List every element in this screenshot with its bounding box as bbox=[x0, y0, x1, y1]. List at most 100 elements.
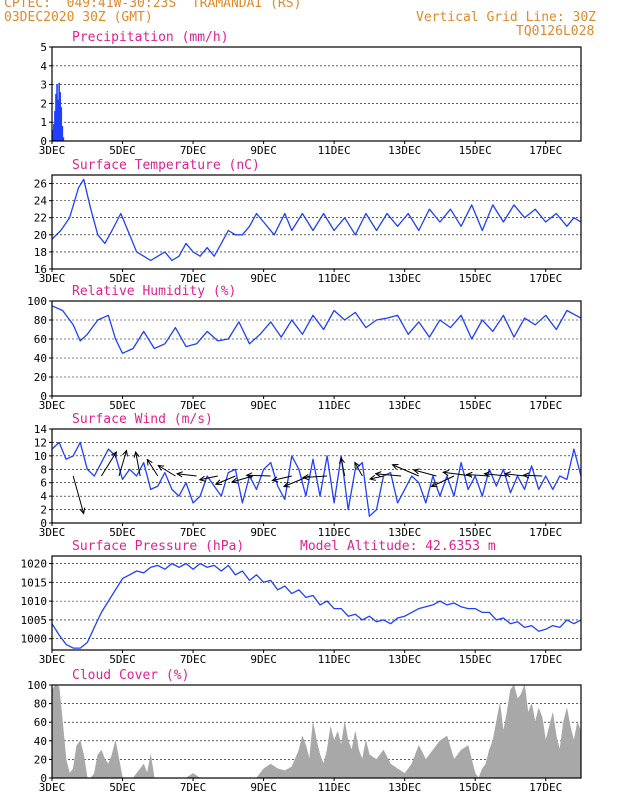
x-tick-label: 15DEC bbox=[459, 144, 492, 157]
y-tick-label: 0 bbox=[40, 772, 47, 785]
y-tick-label: 20 bbox=[34, 229, 47, 242]
temp-title: Surface Temperature (nC) bbox=[72, 158, 260, 173]
wind-panel bbox=[49, 428, 582, 526]
wind-arrow-head bbox=[79, 507, 86, 515]
precip-bar bbox=[62, 137, 65, 141]
wind-title: Surface Wind (m/s) bbox=[72, 412, 213, 427]
cloud-title: Cloud Cover (%) bbox=[72, 668, 189, 683]
wind-arrow-shaft bbox=[443, 471, 472, 477]
wind-arrow-head bbox=[339, 456, 346, 464]
wind-arrow-shaft bbox=[375, 473, 402, 477]
wind-arrow bbox=[214, 475, 236, 486]
y-tick-label: 40 bbox=[34, 735, 47, 748]
wind-arrow-shaft bbox=[100, 451, 117, 477]
x-tick-label: 11DEC bbox=[318, 653, 351, 666]
wind-line bbox=[51, 441, 582, 517]
run-date-header: 03DEC2020 30Z (GMT) bbox=[4, 10, 153, 25]
wind-arrow-head bbox=[430, 481, 438, 488]
wind-arrow-shaft bbox=[466, 474, 490, 477]
wind-arrow-shaft bbox=[392, 464, 419, 477]
wind-arrow bbox=[301, 474, 328, 481]
temp-panel bbox=[49, 174, 582, 272]
wind-arrow-head bbox=[503, 471, 511, 478]
pressure-annotation: Model Altitude: 42.6353 m bbox=[300, 539, 496, 554]
wind-arrow-shaft bbox=[199, 475, 218, 481]
precip-bar bbox=[57, 99, 59, 141]
location-header: CPTEC: 049:41W-30:23S TRAMANDAI (RS) bbox=[4, 0, 302, 11]
wind-arrow bbox=[465, 471, 490, 478]
x-tick-label: 9DEC bbox=[250, 526, 277, 539]
wind-arrow bbox=[146, 458, 159, 477]
x-tick-label: 15DEC bbox=[459, 781, 492, 794]
wind-arrow bbox=[133, 450, 141, 477]
x-tick-label: 9DEC bbox=[250, 144, 277, 157]
cloud-panel bbox=[49, 684, 582, 781]
y-tick-label: 0 bbox=[40, 517, 47, 530]
x-tick-label: 3DEC bbox=[39, 144, 66, 157]
x-tick-label: 11DEC bbox=[318, 399, 351, 412]
precip-bar bbox=[59, 92, 62, 141]
wind-arrow-shaft bbox=[135, 451, 141, 477]
x-tick-label: 15DEC bbox=[459, 653, 492, 666]
y-tick-label: 1010 bbox=[21, 595, 48, 608]
y-tick-label: 24 bbox=[34, 195, 48, 208]
precip-bar bbox=[55, 94, 57, 141]
wind-arrow bbox=[412, 468, 437, 477]
wind-arrow-head bbox=[282, 481, 290, 488]
x-tick-label: 17DEC bbox=[529, 399, 562, 412]
wind-arrow-head bbox=[146, 458, 153, 466]
wind-arrow bbox=[175, 471, 197, 478]
y-tick-label: 0 bbox=[40, 390, 47, 403]
x-tick-label: 7DEC bbox=[180, 399, 207, 412]
y-tick-label: 10 bbox=[34, 450, 47, 463]
temp-frame bbox=[51, 174, 582, 270]
rh-title: Relative Humidity (%) bbox=[72, 284, 236, 299]
y-tick-label: 1 bbox=[40, 116, 47, 129]
wind-arrow-head bbox=[122, 449, 128, 457]
x-tick-label: 13DEC bbox=[388, 144, 421, 157]
x-tick-label: 3DEC bbox=[39, 399, 66, 412]
wind-frame bbox=[51, 428, 582, 524]
wind-arrow-shaft bbox=[272, 475, 292, 481]
wind-arrow bbox=[522, 472, 543, 479]
precip-bar bbox=[56, 84, 58, 141]
y-tick-label: 5 bbox=[40, 41, 47, 54]
x-tick-label: 3DEC bbox=[39, 653, 66, 666]
rh-line bbox=[51, 305, 582, 354]
x-tick-label: 11DEC bbox=[318, 781, 351, 794]
wind-arrow-head bbox=[111, 451, 117, 459]
grid-line-note: Vertical Grid Line: 30Z bbox=[416, 10, 597, 25]
wind-arrow bbox=[354, 461, 363, 477]
wind-arrow bbox=[198, 475, 218, 482]
wind-arrow-shaft bbox=[431, 475, 455, 487]
y-tick-label: 22 bbox=[34, 212, 47, 225]
y-tick-label: 2 bbox=[40, 504, 47, 517]
wind-arrow bbox=[118, 449, 128, 477]
cloud-area bbox=[51, 684, 582, 779]
pressure-line bbox=[51, 562, 582, 649]
wind-arrow-head bbox=[374, 471, 382, 478]
wind-arrow-head bbox=[442, 469, 450, 476]
x-tick-label: 17DEC bbox=[529, 526, 562, 539]
wind-arrow-head bbox=[230, 477, 239, 484]
y-tick-label: 80 bbox=[34, 314, 47, 327]
precip-title: Precipitation (mm/h) bbox=[72, 30, 229, 45]
y-tick-label: 12 bbox=[34, 436, 47, 449]
x-tick-label: 15DEC bbox=[459, 272, 492, 285]
y-tick-label: 40 bbox=[34, 352, 47, 365]
wind-arrow-shaft bbox=[354, 462, 363, 477]
x-tick-label: 3DEC bbox=[39, 781, 66, 794]
wind-arrow-shaft bbox=[246, 474, 271, 477]
x-tick-label: 11DEC bbox=[318, 144, 351, 157]
x-tick-label: 13DEC bbox=[388, 399, 421, 412]
y-tick-label: 4 bbox=[40, 490, 47, 503]
temp-line bbox=[51, 178, 582, 262]
wind-arrow-head bbox=[133, 450, 140, 458]
wind-arrow-head bbox=[245, 472, 253, 479]
x-tick-label: 11DEC bbox=[318, 272, 351, 285]
y-tick-label: 20 bbox=[34, 371, 47, 384]
x-tick-label: 3DEC bbox=[39, 526, 66, 539]
x-tick-label: 17DEC bbox=[529, 272, 562, 285]
x-tick-label: 9DEC bbox=[250, 653, 277, 666]
